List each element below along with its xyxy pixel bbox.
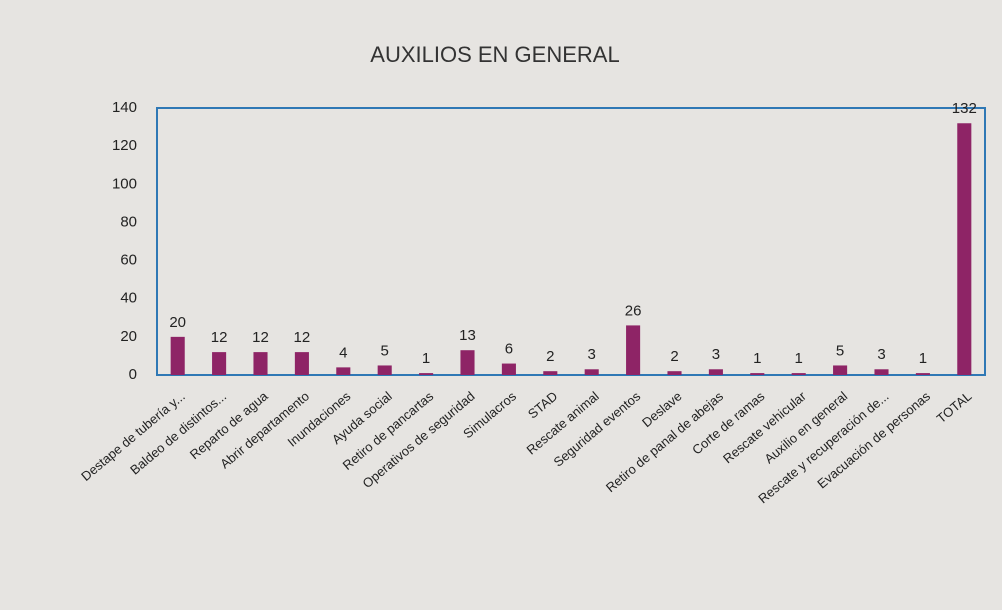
y-tick-label: 60 [120, 252, 137, 269]
bar [833, 365, 848, 375]
bar [626, 325, 641, 375]
bar [294, 352, 309, 375]
data-label: 2 [670, 348, 678, 365]
data-label: 1 [753, 350, 761, 367]
data-label: 6 [505, 341, 513, 358]
bar [750, 373, 765, 375]
data-label: 12 [211, 329, 228, 346]
y-tick-label: 120 [112, 137, 137, 154]
data-label: 4 [339, 344, 347, 361]
data-label: 26 [625, 302, 642, 319]
bar [584, 369, 599, 375]
data-label: 13 [459, 327, 476, 344]
data-label: 3 [712, 346, 720, 363]
data-label: 1 [795, 350, 803, 367]
y-tick-label: 20 [120, 328, 137, 345]
y-tick-label: 0 [129, 366, 137, 383]
bar [419, 373, 434, 375]
bar [336, 367, 351, 375]
y-tick-label: 140 [112, 99, 137, 116]
y-tick-label: 100 [112, 175, 137, 192]
bar [915, 373, 930, 375]
plot-frame [156, 107, 986, 376]
bar [708, 369, 723, 375]
bar [253, 352, 268, 375]
data-label: 5 [836, 342, 844, 359]
data-label: 132 [952, 100, 977, 117]
data-label: 1 [422, 350, 430, 367]
x-tick-label: STAD [525, 388, 560, 421]
chart-title: AUXILIOS EN GENERAL [370, 42, 619, 67]
data-label: 1 [919, 350, 927, 367]
bar [460, 350, 475, 375]
data-label: 5 [381, 342, 389, 359]
data-label: 12 [252, 329, 269, 346]
x-tick-label: TOTAL [934, 388, 975, 426]
bar [170, 336, 185, 375]
bar [874, 369, 889, 375]
y-tick-label: 40 [120, 290, 137, 307]
data-label: 3 [588, 346, 596, 363]
data-label: 2 [546, 348, 554, 365]
data-label: 20 [169, 314, 186, 331]
data-label: 3 [877, 346, 885, 363]
bar [791, 373, 806, 375]
bar [501, 363, 516, 375]
bar [212, 352, 227, 375]
data-label: 12 [294, 329, 311, 346]
y-tick-label: 80 [120, 213, 137, 230]
bar [543, 371, 558, 375]
bar [667, 371, 682, 375]
bar [377, 365, 392, 375]
bar [957, 123, 972, 375]
